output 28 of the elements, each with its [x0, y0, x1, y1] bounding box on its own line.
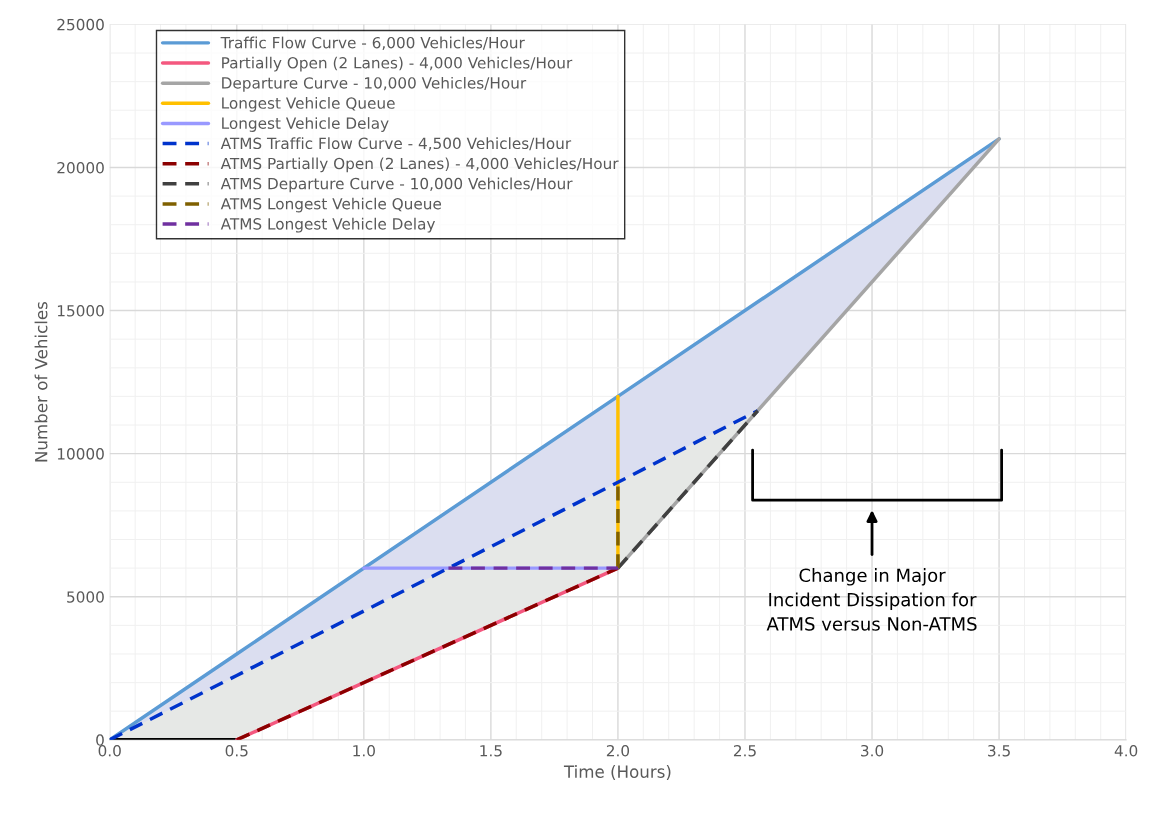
y-tick-label: 20000 [57, 161, 104, 174]
y-tick-label: 15000 [57, 305, 104, 317]
legend-label: Longest Vehicle Queue [222, 97, 395, 112]
x-tick-label: 3.0 [861, 744, 884, 757]
x-tick-label: 2.0 [606, 744, 630, 757]
legend-label: Partially Open (2 Lanes) - 4,000 Vehicles/Hour [222, 56, 573, 72]
legend-label: Traffic Flow Curve - 6,000 Vehicles/Hour [220, 36, 525, 50]
x-tick-label: 2.5 [733, 744, 756, 757]
x-tick-label: 3.5 [988, 744, 1010, 757]
x-axis-title: Time (Hours) [563, 765, 671, 780]
legend-label: ATMS Partially Open (2 Lanes) - 4,000 Vehicles/Hour [220, 157, 619, 173]
x-tick-label: 0.0 [98, 744, 121, 757]
y-tick-label: 0 [96, 734, 104, 746]
x-tick-label: 1.0 [353, 744, 375, 757]
y-tick-label: 5000 [67, 591, 104, 603]
legend-label: ATMS Longest Vehicle Queue [220, 197, 442, 213]
y-tick-label: 25000 [57, 18, 104, 31]
annotation: Change in Major Incident Dissipation for ATMS versus Non-ATMS [766, 568, 977, 631]
x-tick-label: 1.5 [480, 745, 502, 757]
y-axis-title: Number of Vehicles [34, 301, 48, 462]
legend-label: Departure Curve - 10,000 Vehicles/Hour [222, 76, 527, 92]
legend-label: ATMS Departure Curve - 10,000 Vehicles/Hour [220, 177, 573, 193]
x-tick-label: 4.0 [1114, 744, 1138, 757]
y-tick-label: 10000 [57, 448, 104, 460]
x-tick-label: 0.5 [225, 744, 248, 757]
legend-label: Longest Vehicle Delay [222, 117, 389, 132]
legend-label: ATMS Traffic Flow Curve - 4,500 Vehicles/Hour [220, 137, 572, 151]
legend-label: ATMS Longest Vehicle Delay [220, 217, 436, 233]
